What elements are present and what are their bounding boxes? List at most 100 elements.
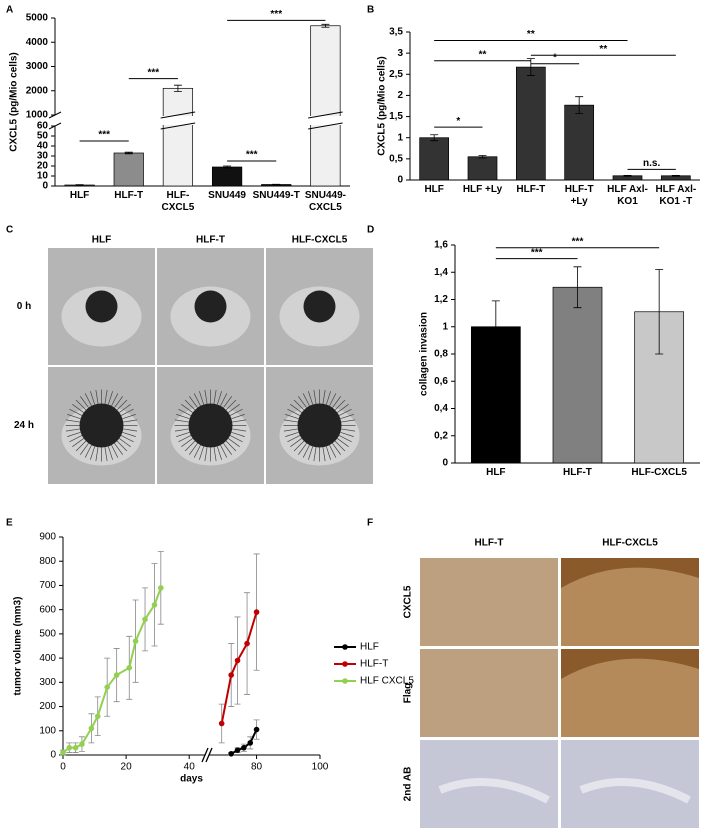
sprout: [178, 435, 192, 443]
y-tick-label: 4000: [26, 37, 49, 48]
row-label: 24 h: [14, 420, 34, 431]
sprout: [287, 408, 301, 416]
sprout: [283, 419, 298, 423]
significance-label: n.s.: [643, 158, 660, 169]
sprout: [122, 431, 136, 437]
marker: [228, 672, 234, 678]
significance-label: *: [456, 116, 460, 127]
y-tick-label: 0,2: [434, 430, 448, 441]
sprout: [90, 446, 96, 460]
y-tick-label: 1,6: [434, 240, 448, 251]
marker: [88, 725, 95, 732]
column-label: HLF-T: [475, 538, 504, 549]
marker: [247, 740, 254, 746]
marker: [228, 750, 234, 757]
legend-marker: [342, 661, 348, 667]
sprout: [334, 440, 346, 452]
x-tick-label: 0: [60, 762, 66, 773]
sprout: [119, 438, 131, 447]
x-tick-label-box: HLF-CXCL5: [631, 467, 687, 478]
error-bar: [526, 58, 535, 76]
column-label: HLF-T: [196, 235, 225, 246]
marker: [113, 672, 120, 678]
row-label: Flag: [403, 683, 414, 704]
x-tick-label: HLF-T: [114, 190, 144, 201]
bar: [310, 25, 341, 187]
sprout: [119, 404, 131, 413]
sprout: [67, 414, 81, 420]
sprout: [220, 444, 228, 458]
x-tick-label: 80: [251, 762, 263, 773]
sprout: [174, 428, 189, 432]
sprout: [287, 435, 301, 443]
column-label: HLF-CXCL5: [602, 538, 658, 549]
y-tick-label: 50: [37, 131, 49, 142]
sprout: [298, 396, 307, 408]
significance-label: ***: [246, 150, 258, 161]
sprout: [111, 393, 119, 407]
sprout: [337, 438, 349, 447]
axis-break: [48, 122, 62, 130]
bar-break: [308, 122, 343, 130]
axis-break: [201, 747, 209, 763]
y-tick-label: 1000: [26, 110, 49, 121]
x-tick-label: HLF-CXCL5: [631, 467, 687, 478]
marker: [234, 747, 241, 753]
sprout: [216, 446, 222, 460]
x-tick-label: HLF Axl-KO1 -T: [655, 184, 697, 207]
x-tick-label: SNU449-CXCL5: [304, 190, 346, 213]
sprout: [114, 443, 123, 455]
y-tick-label: 1,4: [434, 267, 448, 278]
sprout: [213, 389, 217, 404]
x-tick-label: SNU449: [208, 190, 246, 201]
sprout: [123, 428, 138, 432]
series-line: [220, 611, 258, 724]
stain-region: [561, 649, 699, 679]
y-tick-label: 100: [39, 725, 56, 736]
spheroid: [188, 403, 233, 448]
row-label: 2nd AB: [403, 767, 414, 802]
marker: [244, 640, 250, 647]
x-tick-label-box: SNU449-CXCL5: [304, 190, 346, 213]
y-tick-label: 30: [37, 151, 49, 162]
sprout: [213, 447, 217, 462]
sprout: [189, 396, 198, 408]
sprout: [65, 419, 80, 423]
y-tick-label: 10: [37, 171, 49, 182]
significance-label: ***: [531, 247, 543, 258]
marker: [79, 741, 85, 747]
sprout: [293, 399, 305, 411]
y-tick-label: 0: [397, 175, 403, 186]
significance-label: *: [553, 52, 557, 63]
sprout: [229, 408, 243, 416]
y-tick-label: 200: [39, 701, 56, 712]
marker: [218, 720, 225, 727]
y-tick-label: 0: [442, 458, 448, 469]
x-tick-label: HLF: [424, 184, 444, 195]
error-bar: [173, 84, 182, 92]
marker: [94, 713, 101, 720]
tissue-fold: [579, 778, 691, 804]
error-bar: [655, 269, 664, 355]
sprout: [122, 414, 136, 420]
error-bar: [491, 300, 500, 354]
y-tick-label: 0: [42, 181, 48, 192]
column-label: HLF-CXCL5: [292, 235, 348, 246]
sprout: [308, 391, 314, 405]
sprout: [313, 447, 317, 462]
sprout: [228, 404, 240, 413]
x-tick-label-box: HLF Axl-KO1: [607, 184, 648, 207]
bar: [564, 104, 595, 181]
tissue-fold: [438, 778, 550, 804]
sprout: [181, 404, 193, 413]
sprout: [220, 393, 228, 407]
sprout: [199, 446, 205, 460]
y-axis-label: CXCL5 (pg/Mio cells): [377, 56, 388, 155]
sprout: [67, 431, 81, 437]
y-tick-label: 700: [39, 580, 56, 591]
sprout: [340, 414, 354, 420]
sprout: [72, 404, 84, 413]
sprout: [313, 389, 317, 404]
y-tick-label: 40: [37, 141, 49, 152]
